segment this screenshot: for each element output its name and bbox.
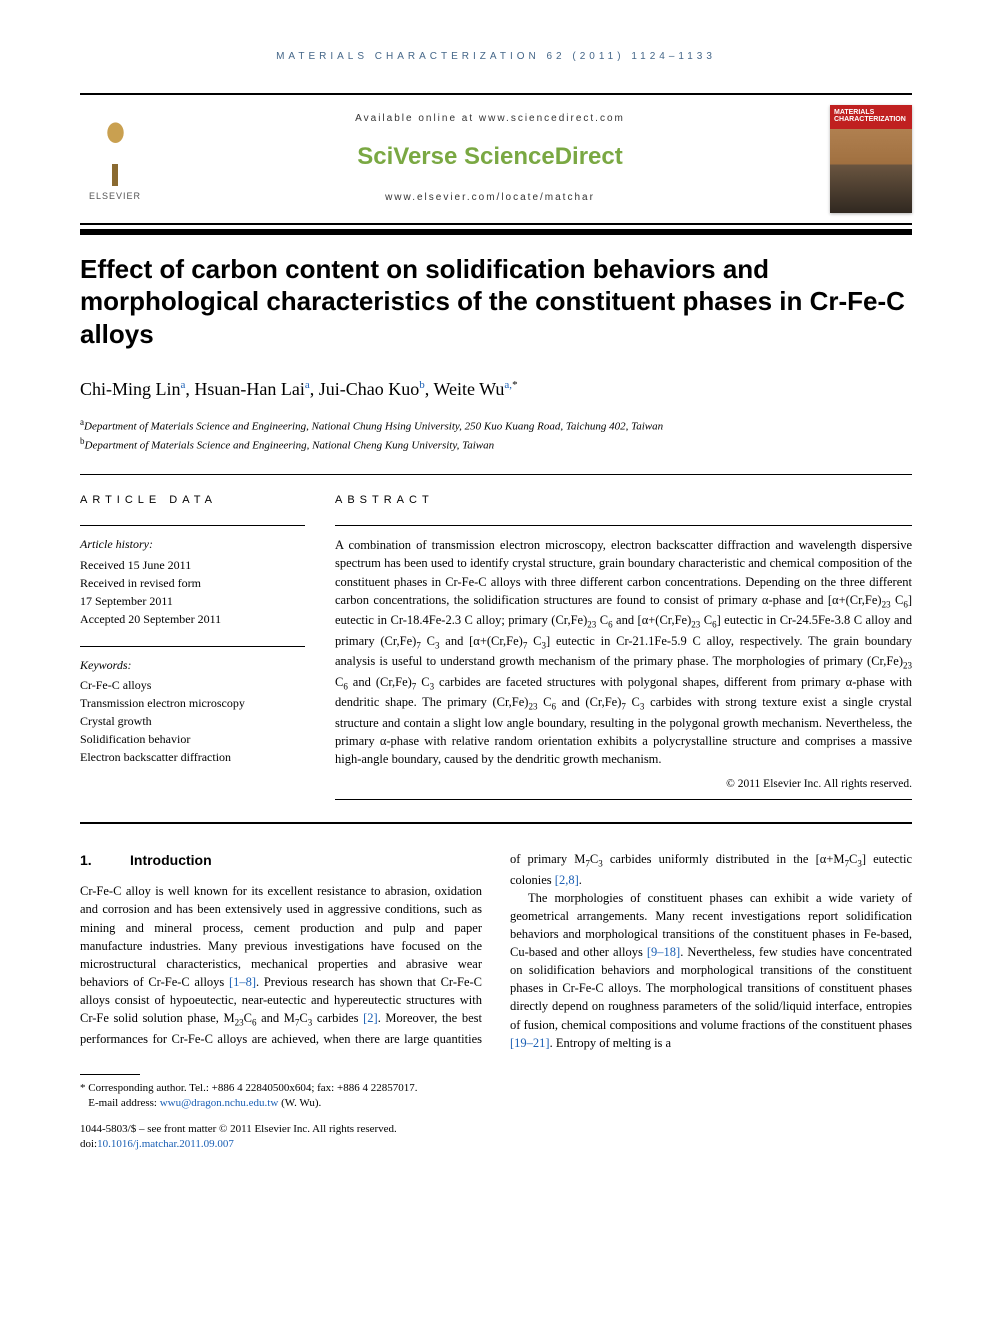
body-paragraph: The morphologies of constituent phases c… [510,889,912,1052]
doi-block: 1044-5803/$ – see front matter © 2011 El… [80,1122,912,1153]
article-title: Effect of carbon content on solidificati… [80,253,912,351]
section-number: 1. [80,850,130,870]
section-heading-introduction: 1.Introduction [80,850,482,870]
elsevier-tree-icon [88,121,143,186]
divider [335,799,912,800]
doi-line: doi:10.1016/j.matchar.2011.09.007 [80,1137,912,1152]
journal-homepage-link[interactable]: www.elsevier.com/locate/matchar [170,191,810,206]
history-received: Received 15 June 2011 [80,556,305,574]
journal-cover-title: MATERIALS CHARACTERIZATION [834,109,908,124]
title-rule [80,229,912,235]
article-data-label: ARTICLE DATA [80,493,305,509]
body-two-column: 1.Introduction Cr-Fe-C alloy is well kno… [80,850,912,1052]
keyword-item: Crystal growth [80,712,305,730]
footnotes: * Corresponding author. Tel.: +886 4 228… [80,1081,912,1112]
meta-abstract-row: ARTICLE DATA Article history: Received 1… [80,493,912,800]
keywords-block: Keywords: Cr-Fe-C alloys Transmission el… [80,646,305,766]
publisher-logo: ELSEVIER [80,114,150,204]
available-online-text: Available online at www.sciencedirect.co… [170,112,810,127]
running-head: MATERIALS CHARACTERIZATION 62 (2011) 112… [80,50,912,65]
divider [335,525,912,526]
author-list: Chi-Ming Lina, Hsuan-Han Laia, Jui-Chao … [80,376,912,402]
sciencedirect-brand: SciVerse ScienceDirect [170,140,810,175]
doi-link[interactable]: 10.1016/j.matchar.2011.09.007 [97,1138,234,1150]
section-title: Introduction [130,852,212,868]
author-email-link[interactable]: wwu@dragon.nchu.edu.tw [160,1097,279,1109]
affiliations: aDepartment of Materials Science and Eng… [80,416,912,454]
keyword-item: Transmission electron microscopy [80,694,305,712]
history-heading: Article history: [80,536,305,553]
keyword-item: Solidification behavior [80,730,305,748]
history-accepted: Accepted 20 September 2011 [80,610,305,628]
affiliation-a: aDepartment of Materials Science and Eng… [80,416,912,435]
article-data-column: ARTICLE DATA Article history: Received 1… [80,493,305,800]
footnote-rule [80,1074,140,1075]
keyword-item: Cr-Fe-C alloys [80,676,305,694]
section-divider [80,822,912,824]
divider [80,474,912,475]
keyword-item: Electron backscatter diffraction [80,748,305,766]
journal-cover-thumbnail: MATERIALS CHARACTERIZATION [830,105,912,213]
copyright-line: © 2011 Elsevier Inc. All rights reserved… [335,776,912,793]
abstract-text: A combination of transmission electron m… [335,536,912,768]
front-matter-line: 1044-5803/$ – see front matter © 2011 El… [80,1122,912,1137]
abstract-column: ABSTRACT A combination of transmission e… [335,493,912,800]
history-revised-date: 17 September 2011 [80,592,305,610]
email-line: E-mail address: wwu@dragon.nchu.edu.tw (… [80,1096,912,1111]
history-revised-label: Received in revised form [80,574,305,592]
keywords-heading: Keywords: [80,657,305,674]
masthead-center: Available online at www.sciencedirect.co… [150,112,830,206]
article-history-block: Article history: Received 15 June 2011 R… [80,525,305,627]
corresponding-author-note: * Corresponding author. Tel.: +886 4 228… [80,1081,912,1096]
publisher-name: ELSEVIER [89,190,141,203]
affiliation-b: bDepartment of Materials Science and Eng… [80,435,912,454]
masthead: ELSEVIER Available online at www.science… [80,93,912,225]
abstract-label: ABSTRACT [335,493,912,509]
